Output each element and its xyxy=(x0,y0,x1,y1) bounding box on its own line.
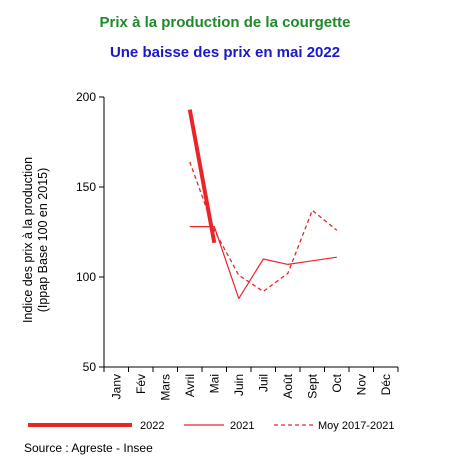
series-line-3 xyxy=(189,161,338,293)
legend-label-2: 2021 xyxy=(230,420,254,432)
chart-title: Prix à la production de la courgette xyxy=(99,14,351,31)
line-chart: 50 100 150 200 Janv Fév Mars Avril Mai Juin Juil Ao… xyxy=(28,90,399,432)
x-tick-label: Oct xyxy=(330,373,344,392)
x-tick-label: Nov xyxy=(354,374,368,395)
x-tick-label: Mai xyxy=(207,374,221,393)
x-tick-label: Fév xyxy=(134,374,148,394)
series-line-1 xyxy=(187,109,217,244)
x-tick-label: Juin xyxy=(232,374,246,396)
x-tick-label: Sept xyxy=(305,373,319,398)
legend-label-1: 2022 xyxy=(140,420,164,432)
x-tick-label: Juil xyxy=(256,374,270,392)
x-tick-label: Mars xyxy=(158,374,172,401)
chart-subtitle: Une baisse des prix en mai 2022 xyxy=(109,44,341,61)
series-line-2 xyxy=(189,226,337,300)
x-tick-label: Août xyxy=(281,373,295,398)
x-tick-label: Janv xyxy=(109,374,123,399)
source-note: Source : Agreste - Insee xyxy=(24,441,153,455)
x-tick-label: Avril xyxy=(183,374,197,397)
y-tick-label: 150 xyxy=(76,180,96,194)
y-tick-label: 200 xyxy=(76,90,96,104)
y-tick-label: 50 xyxy=(83,360,97,374)
x-tick-label: Déc xyxy=(379,374,393,395)
legend-label-3: Moy 2017-2021 xyxy=(318,420,394,432)
y-tick-label: 100 xyxy=(76,270,96,284)
